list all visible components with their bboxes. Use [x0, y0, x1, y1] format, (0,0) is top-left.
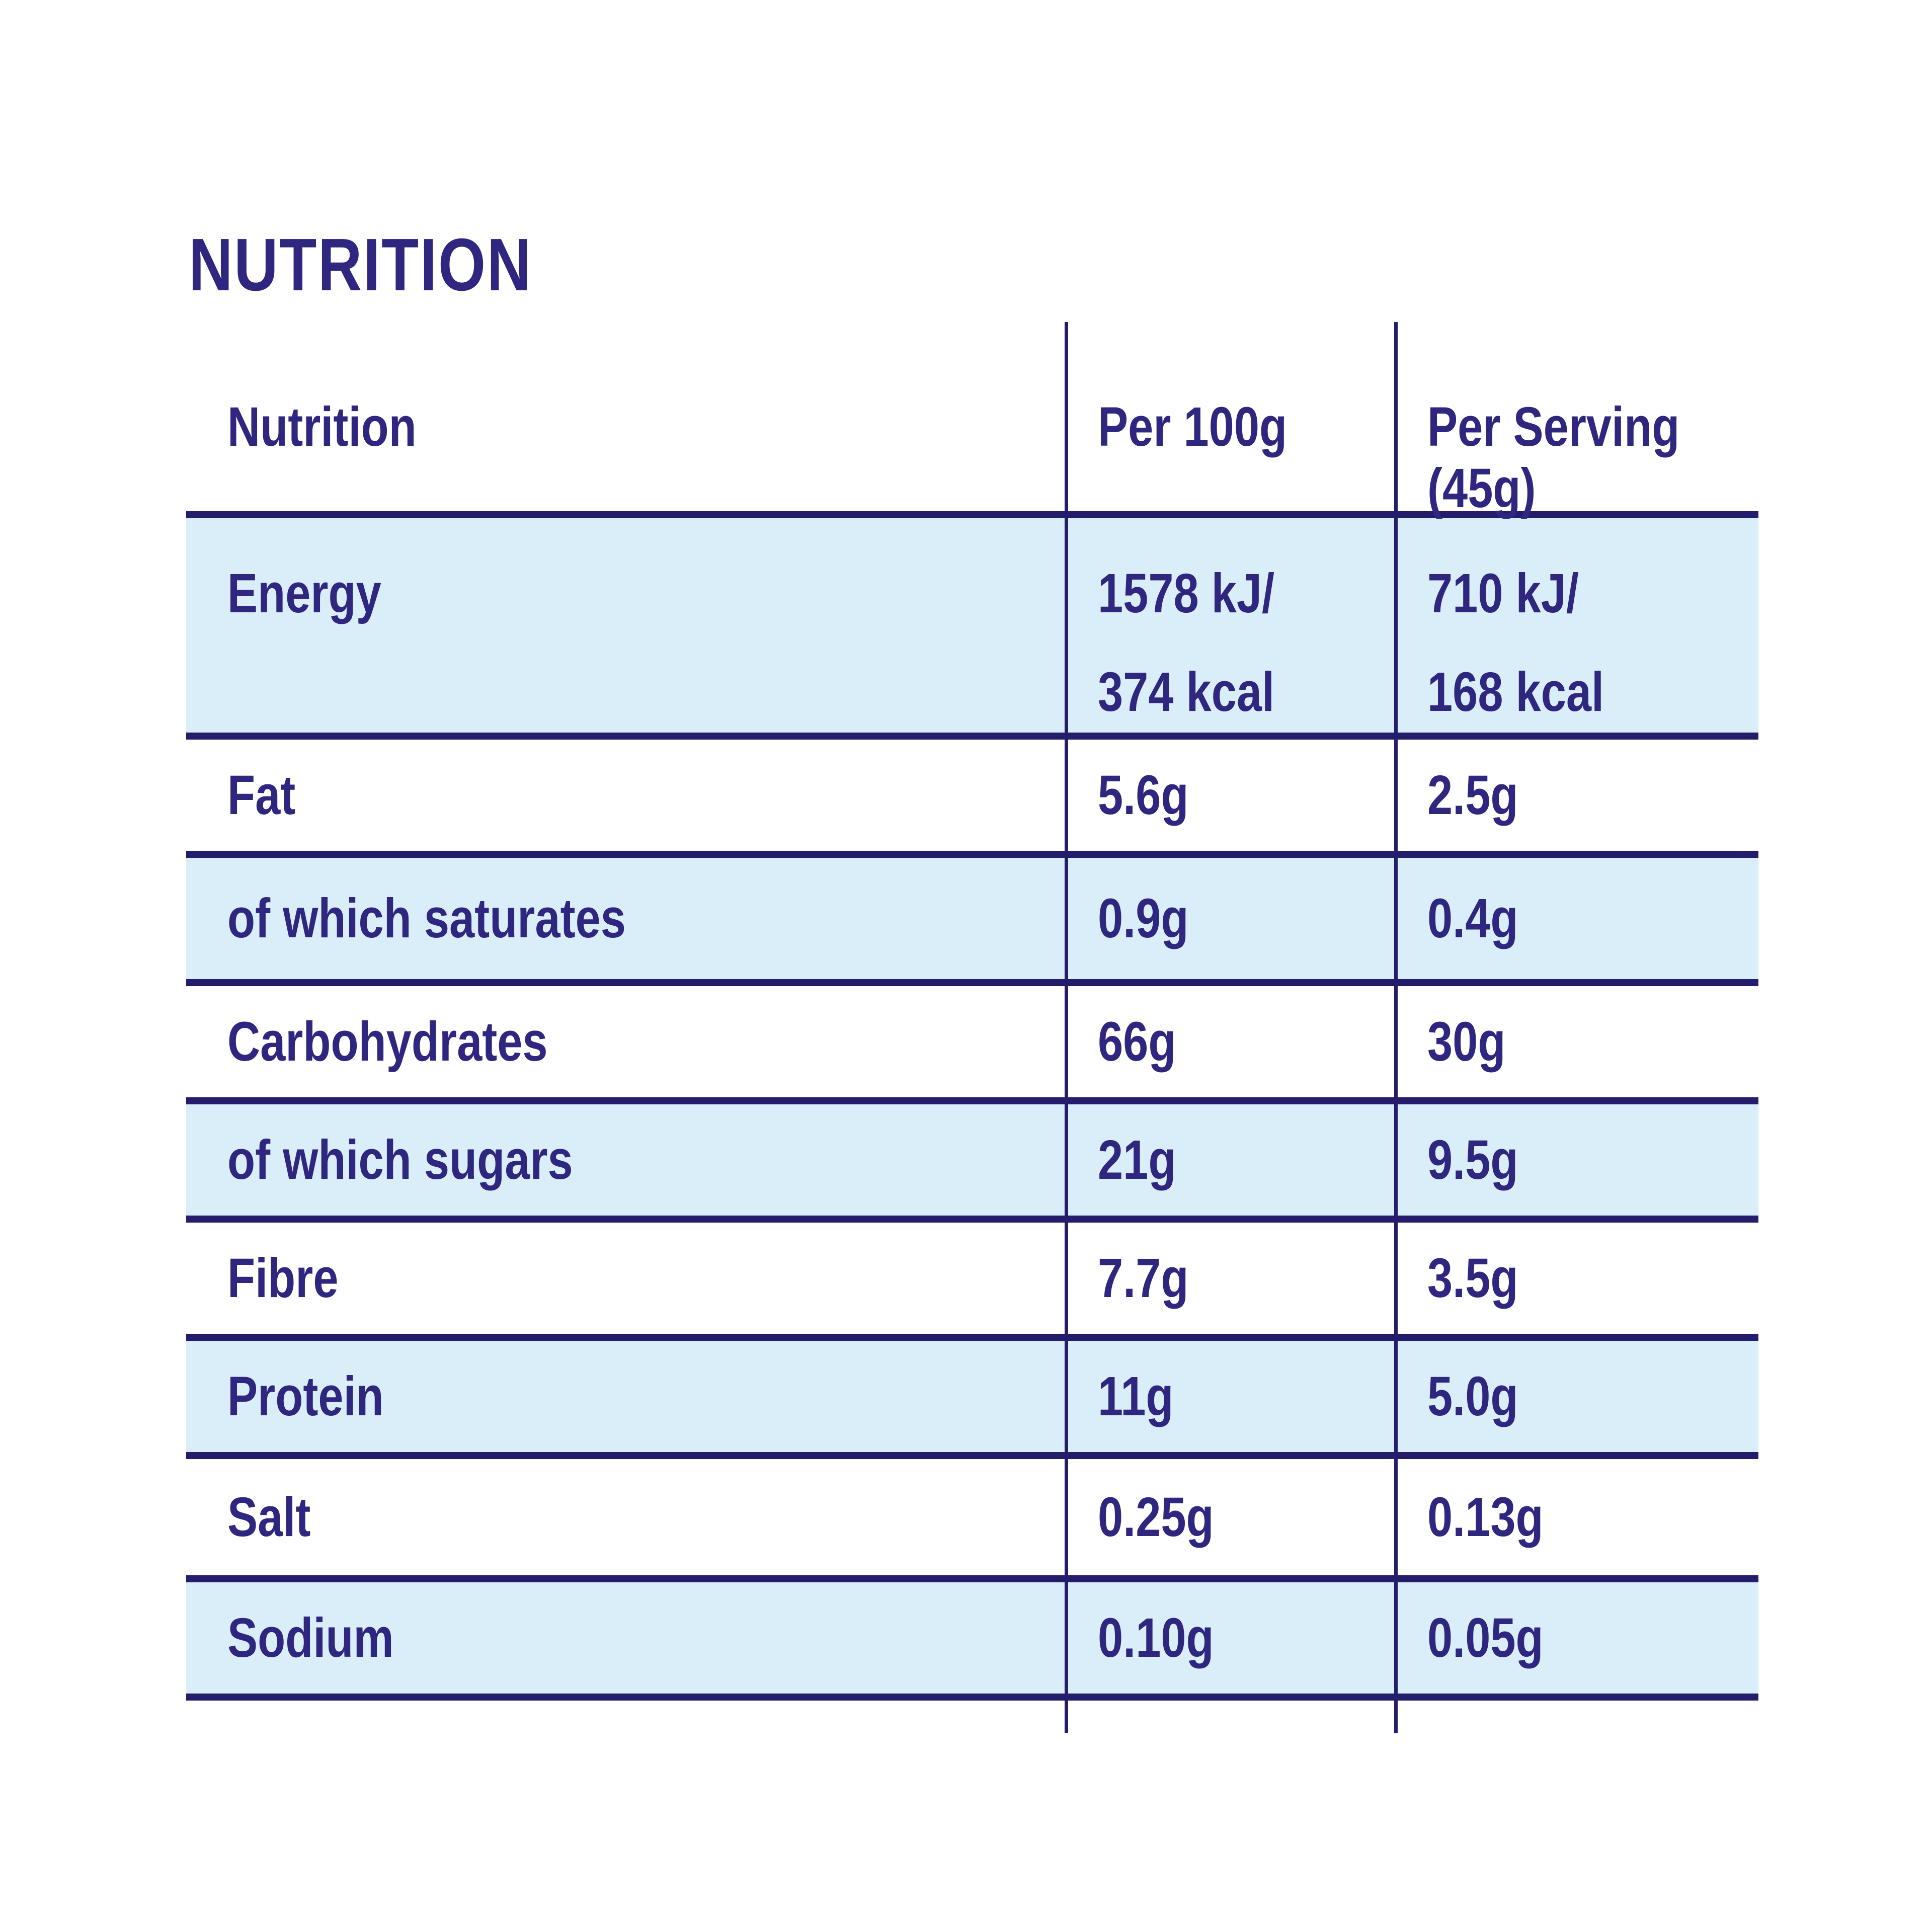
per-100g-value: 11g	[1098, 1365, 1174, 1427]
table-row-carbohydrates: Carbohydrates 66g 30g	[186, 986, 1758, 1104]
table-row-salt: Salt 0.25g 0.13g	[186, 1459, 1758, 1582]
row-label: of which sugars	[227, 1129, 573, 1191]
value-line: 710 kJ/	[1427, 562, 1579, 624]
per-serving-value: 3.5g	[1427, 1247, 1518, 1309]
row-label: Fibre	[227, 1247, 339, 1309]
per-100g-value: 0.25g	[1098, 1486, 1214, 1548]
table-row-saturates: of which saturates 0.9g 0.4g	[186, 858, 1758, 986]
energy-per-serving-cell: 710 kJ/ 168 kcal	[1396, 518, 1758, 733]
row-label: Energy	[227, 562, 381, 624]
row-label: Salt	[227, 1486, 311, 1548]
table-row-fat: Fat 5.6g 2.5g	[186, 740, 1758, 858]
energy-per-100g-value: 1578 kJ/ 374 kcal	[1098, 544, 1274, 742]
table-row-sugars: of which sugars 21g 9.5g	[186, 1104, 1758, 1223]
nutrition-table: Nutrition Per 100g Per Serving (45g) Ene…	[186, 322, 1758, 1733]
row-label: Sodium	[227, 1606, 394, 1669]
table-row-sodium: Sodium 0.10g 0.05g	[186, 1582, 1758, 1701]
per-100g-value: 0.9g	[1098, 887, 1189, 949]
header-nutrition: Nutrition	[186, 322, 1067, 511]
table-row-protein: Protein 11g 5.0g	[186, 1341, 1758, 1459]
header-per-100g: Per 100g	[1067, 322, 1396, 511]
column-divider-2	[1394, 322, 1398, 1733]
per-serving-value: 30g	[1427, 1010, 1506, 1073]
row-label: Fat	[227, 764, 296, 826]
per-serving-value: 5.0g	[1427, 1365, 1518, 1427]
header-per-100g-label: Per 100g	[1098, 396, 1287, 458]
table-row-fibre: Fibre 7.7g 3.5g	[186, 1223, 1758, 1341]
page-title: NUTRITION	[189, 223, 532, 306]
per-serving-value: 9.5g	[1427, 1129, 1518, 1191]
energy-per-serving-value: 710 kJ/ 168 kcal	[1427, 544, 1604, 742]
energy-label-cell: Energy	[186, 518, 1067, 733]
per-100g-value: 21g	[1098, 1129, 1176, 1191]
per-100g-value: 7.7g	[1098, 1247, 1189, 1309]
table-header-row: Nutrition Per 100g Per Serving (45g)	[186, 322, 1758, 519]
column-divider-1	[1065, 322, 1068, 1733]
per-serving-value: 2.5g	[1427, 764, 1518, 826]
header-nutrition-label: Nutrition	[227, 396, 417, 458]
per-serving-value: 0.13g	[1427, 1486, 1544, 1548]
per-100g-value: 0.10g	[1098, 1606, 1214, 1669]
per-100g-value: 66g	[1098, 1010, 1176, 1073]
header-per-serving-label: Per Serving (45g)	[1427, 396, 1680, 519]
value-line: 168 kcal	[1427, 661, 1604, 723]
row-label: Carbohydrates	[227, 1010, 548, 1073]
value-line: 1578 kJ/	[1098, 562, 1275, 624]
table-row-energy: Energy 1578 kJ/ 374 kcal 710 kJ/ 168 kca…	[186, 518, 1758, 740]
row-label: Protein	[227, 1365, 384, 1427]
per-serving-value: 0.05g	[1427, 1606, 1544, 1669]
header-per-serving: Per Serving (45g)	[1396, 322, 1758, 519]
row-label: of which saturates	[227, 887, 626, 949]
energy-per-100g-cell: 1578 kJ/ 374 kcal	[1067, 518, 1396, 733]
per-100g-value: 5.6g	[1098, 764, 1189, 826]
value-line: 374 kcal	[1098, 661, 1275, 723]
per-serving-value: 0.4g	[1427, 887, 1518, 949]
